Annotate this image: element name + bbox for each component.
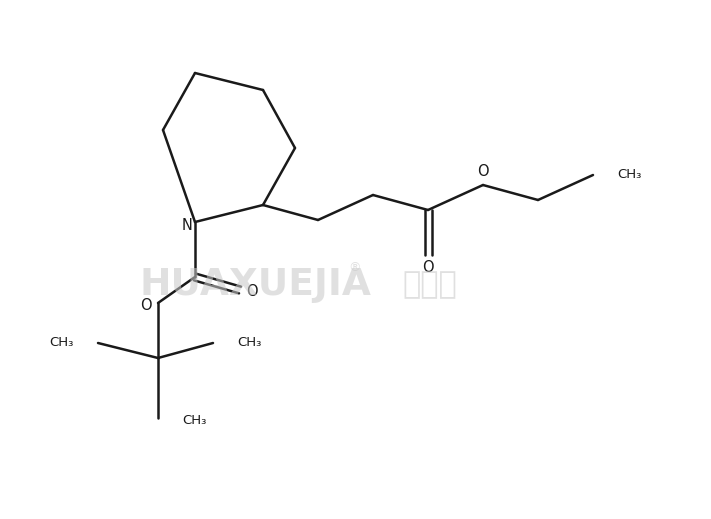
Text: 化学加: 化学加 [402, 270, 457, 299]
Text: HUAXUEJIA: HUAXUEJIA [139, 267, 371, 303]
Text: O: O [246, 284, 258, 299]
Text: O: O [422, 260, 434, 275]
Text: CH₃: CH₃ [50, 335, 74, 348]
Text: N: N [181, 217, 193, 233]
Text: ®: ® [349, 262, 361, 275]
Text: O: O [140, 297, 152, 312]
Text: O: O [477, 165, 489, 180]
Text: CH₃: CH₃ [237, 335, 262, 348]
Text: CH₃: CH₃ [182, 414, 206, 427]
Text: CH₃: CH₃ [617, 168, 641, 181]
